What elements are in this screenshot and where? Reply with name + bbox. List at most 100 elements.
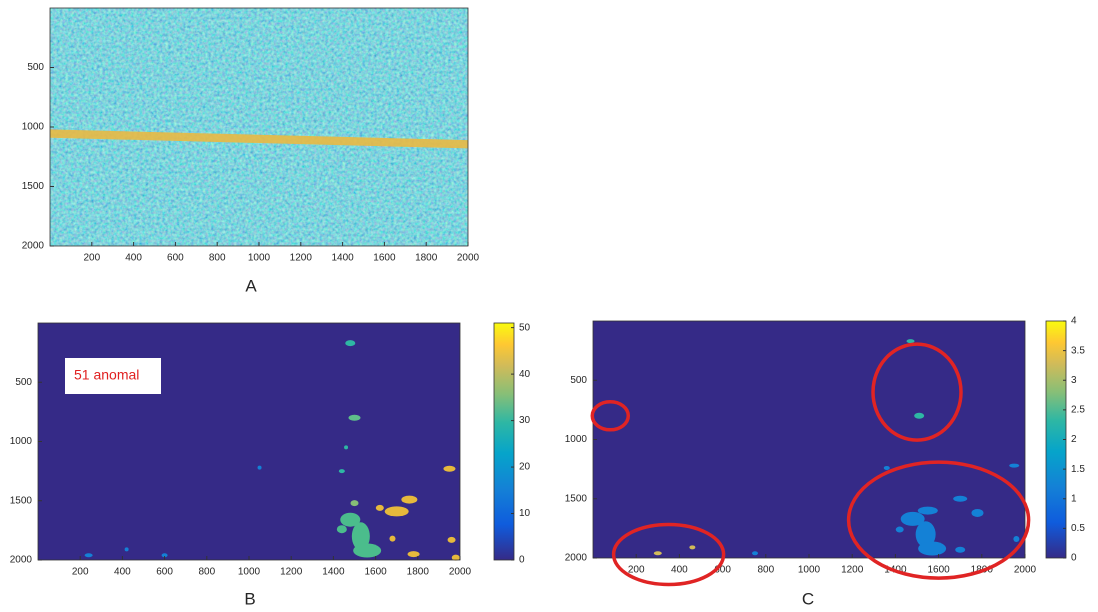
x-tick-label: 2000 (1014, 565, 1037, 576)
y-tick-label: 1000 (10, 436, 33, 447)
y-tick-label: 500 (15, 377, 32, 388)
x-tick-label: 1600 (364, 567, 387, 578)
x-tick-label: 800 (757, 565, 774, 576)
anomaly-blob (918, 541, 947, 556)
y-tick-label: 500 (570, 375, 587, 386)
x-tick-label: 1800 (407, 567, 430, 578)
highlight-circle (611, 522, 726, 587)
anomaly-blob (340, 512, 361, 527)
anomaly-blob (161, 553, 168, 558)
x-tick-label: 600 (714, 565, 731, 576)
colorbar-tick-label: 3 (1071, 375, 1077, 386)
x-tick-label: 200 (83, 253, 100, 264)
anomaly-blob (84, 553, 93, 558)
highlight-circle (871, 342, 963, 442)
y-tick-label: 2000 (10, 555, 33, 566)
anomaly-blob (883, 465, 890, 470)
x-tick-label: 400 (114, 567, 131, 578)
colorbar-tick-label: 4 (1071, 316, 1077, 327)
colorbar-tick-label: 2 (1071, 434, 1077, 445)
x-tick-label: 200 (628, 565, 645, 576)
y-tick-label: 1000 (565, 434, 588, 445)
image-noise (50, 8, 468, 246)
colorbar-tick-label: 50 (519, 322, 531, 333)
x-tick-label: 800 (198, 567, 215, 578)
image-band (50, 129, 468, 149)
x-tick-label: 1000 (798, 565, 821, 576)
colorbar-tick-label: 3.5 (1071, 345, 1085, 356)
anomaly-blob (895, 526, 904, 533)
y-tick-label: 500 (27, 62, 44, 73)
anomaly-blob (389, 535, 396, 542)
colorbar-tick-label: 30 (519, 415, 531, 426)
x-tick-label: 600 (167, 253, 184, 264)
anomaly-blob (451, 554, 460, 561)
x-tick-label: 800 (209, 253, 226, 264)
x-tick-label: 1400 (322, 567, 345, 578)
colorbar-tick-label: 1.5 (1071, 464, 1085, 475)
anomaly-blob (1009, 463, 1020, 468)
x-tick-label: 1200 (290, 253, 313, 264)
anomaly-blob (353, 543, 382, 558)
x-tick-label: 200 (72, 567, 89, 578)
colorbar-tick-label: 10 (519, 508, 531, 519)
annotation-box (65, 358, 161, 394)
x-tick-label: 2000 (449, 567, 472, 578)
x-tick-label: 1400 (331, 253, 354, 264)
anomaly-blob (351, 522, 370, 551)
colorbar-tick-label: 0 (1071, 553, 1077, 564)
y-tick-label: 1500 (22, 181, 45, 192)
anomaly-blob (955, 546, 966, 553)
anomaly-blob (971, 508, 984, 517)
anomaly-blob (914, 412, 925, 419)
x-tick-label: 2000 (457, 253, 480, 264)
x-tick-label: 1000 (238, 567, 261, 578)
highlight-circle (590, 400, 631, 432)
image-background (593, 321, 1025, 558)
colorbar-tick-label: 0.5 (1071, 523, 1085, 534)
y-tick-label: 1500 (565, 493, 588, 504)
panel-label: A (245, 276, 257, 295)
x-tick-label: 1600 (373, 253, 396, 264)
anomaly-blob (345, 340, 356, 347)
x-tick-label: 1000 (248, 253, 271, 264)
x-tick-label: 600 (156, 567, 173, 578)
panel-label: B (244, 589, 255, 608)
colorbar (493, 322, 515, 561)
highlight-circle (846, 460, 1031, 580)
anomaly-blob (375, 504, 384, 511)
anomaly-blob (917, 506, 938, 515)
anomaly-blob (348, 414, 361, 421)
x-tick-label: 1200 (280, 567, 303, 578)
anomaly-blob (257, 465, 262, 470)
x-tick-label: 400 (671, 565, 688, 576)
anomaly-blob (407, 551, 420, 558)
x-tick-label: 400 (125, 253, 142, 264)
x-tick-label: 1800 (415, 253, 438, 264)
anomaly-blob (338, 469, 345, 474)
anomaly-blob (752, 551, 758, 556)
anomaly-blob (336, 525, 347, 534)
annotation: 51 anomal (74, 367, 139, 383)
image-panel (50, 8, 468, 246)
anomaly-blob (915, 521, 936, 548)
colorbar-tick-label: 2.5 (1071, 405, 1085, 416)
y-tick-label: 2000 (565, 553, 588, 564)
image-panel (593, 321, 1025, 558)
anomaly-blob (653, 551, 662, 556)
x-tick-label: 1600 (927, 565, 950, 576)
anomaly-blob (344, 445, 349, 450)
colorbar-tick-label: 0 (519, 555, 525, 566)
x-tick-label: 1200 (841, 565, 864, 576)
anomaly-blob (1013, 536, 1020, 543)
anomaly-blob (900, 511, 925, 526)
anomaly-blob (443, 465, 456, 472)
anomaly-blob (384, 506, 409, 517)
anomaly-blob (401, 495, 418, 504)
colorbar-tick-label: 20 (519, 462, 531, 473)
anomaly-blob (350, 500, 359, 507)
colorbar-tick-label: 1 (1071, 493, 1077, 504)
anomaly-blob (124, 547, 129, 552)
anomaly-blob (447, 536, 456, 543)
